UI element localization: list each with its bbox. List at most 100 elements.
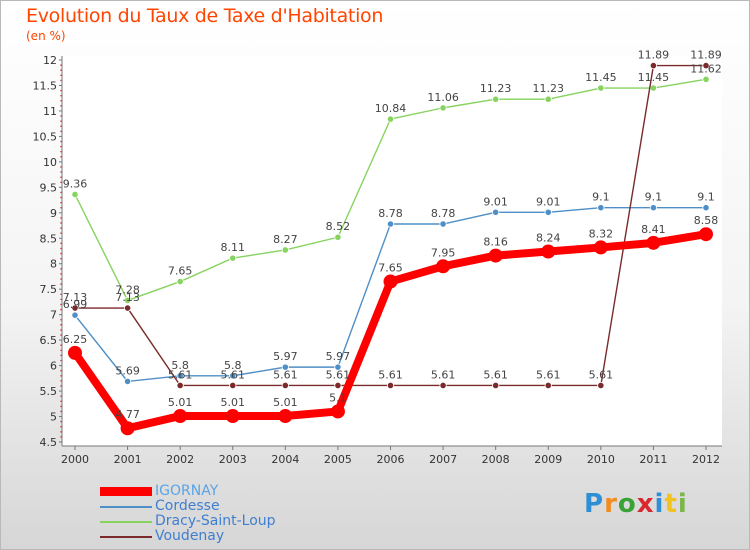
y-minor-tick [60, 431, 62, 433]
data-point [176, 277, 184, 286]
data-point [225, 409, 240, 424]
data-point [702, 75, 710, 83]
logo-letter: x [636, 489, 655, 519]
data-label: 11.23 [480, 82, 512, 95]
data-point [281, 381, 289, 390]
data-label: 8.27 [273, 233, 298, 246]
x-tick-label: 2000 [61, 453, 89, 466]
x-tick-label: 2002 [166, 453, 194, 466]
y-minor-tick [60, 94, 62, 97]
data-point [330, 404, 345, 419]
data-point [492, 208, 500, 216]
x-tick-label: 2008 [482, 453, 510, 466]
data-label: 5.61 [273, 368, 298, 381]
data-point [702, 204, 710, 212]
y-minor-tick [60, 181, 62, 184]
data-label: 9.36 [63, 177, 88, 190]
y-minor-tick [60, 405, 62, 408]
y-minor-tick [60, 354, 62, 357]
y-minor-tick [60, 329, 62, 331]
data-point [176, 381, 184, 390]
y-minor-tick [60, 293, 62, 296]
data-point [334, 233, 342, 241]
data-label: 9.1 [697, 191, 715, 204]
data-point [334, 363, 342, 371]
y-tick-label: 6.5 [40, 334, 58, 347]
y-tick-label: 9 [50, 207, 57, 220]
data-label: 11.45 [585, 71, 617, 84]
y-tick-label: 6 [50, 360, 57, 373]
proxiti-logo: Proxiti [584, 489, 688, 519]
data-point [281, 363, 289, 371]
data-point [439, 381, 447, 390]
data-point [436, 259, 451, 274]
y-minor-tick [60, 324, 62, 326]
y-minor-tick [60, 303, 62, 306]
y-minor-tick [60, 125, 62, 128]
data-label: 5.97 [326, 350, 351, 363]
data-point [544, 95, 552, 103]
y-tick-label: 11 [43, 105, 57, 118]
data-label: 5.01 [273, 396, 298, 409]
data-point [597, 84, 605, 92]
y-minor-tick [60, 247, 62, 250]
legend-swatch [100, 521, 152, 523]
chart-title: Evolution du Taux de Taxe d'Habitation [26, 5, 384, 27]
data-point [120, 421, 135, 436]
x-tick-label: 2010 [587, 453, 615, 466]
legend-label: Voudenay [155, 528, 225, 544]
y-minor-tick [60, 206, 62, 209]
data-label: 7.13 [115, 291, 140, 304]
logo-letter: P [584, 489, 605, 519]
x-tick-label: 2012 [692, 453, 720, 466]
y-tick-label: 10 [43, 156, 57, 169]
y-minor-tick [60, 425, 62, 428]
data-label: 7.13 [63, 291, 88, 304]
y-minor-tick [60, 359, 62, 362]
legend-label: IGORNAY [155, 483, 219, 499]
legend-label: Dracy-Saint-Loup [155, 513, 276, 529]
y-minor-tick [60, 283, 62, 285]
x-tick-label: 2004 [271, 453, 299, 466]
logo-letter: i [677, 489, 688, 519]
data-label: 7.95 [431, 246, 456, 259]
data-point [646, 235, 661, 250]
data-point [597, 381, 605, 390]
legend-swatch [100, 506, 152, 508]
data-point [649, 62, 658, 70]
data-label: 9.01 [536, 195, 561, 208]
logo-letter: i [654, 489, 665, 519]
data-point [488, 248, 503, 263]
y-tick-label: 8.5 [40, 232, 58, 245]
data-label: 4.77 [115, 408, 140, 421]
data-point [123, 377, 132, 385]
y-minor-tick [60, 64, 62, 66]
data-point [71, 304, 79, 312]
data-label: 5.61 [168, 368, 193, 381]
data-label: 8.11 [221, 241, 246, 254]
data-point [702, 62, 710, 70]
data-point [492, 95, 500, 103]
data-point [386, 381, 395, 390]
y-minor-tick [60, 79, 62, 82]
y-minor-tick [60, 196, 62, 199]
data-label: 11.23 [533, 82, 565, 95]
data-point [544, 208, 552, 216]
data-point [492, 381, 500, 390]
y-minor-tick [60, 252, 62, 255]
x-tick-label: 2003 [219, 453, 247, 466]
y-minor-tick [60, 318, 62, 321]
data-label: 8.16 [483, 236, 508, 249]
y-minor-tick [60, 334, 62, 336]
y-minor-tick [60, 171, 62, 173]
data-point [278, 409, 293, 424]
data-point [71, 311, 79, 319]
data-label: 7.28 [115, 283, 140, 296]
x-tick-label: 2007 [429, 453, 457, 466]
data-point [71, 190, 79, 199]
data-label: 8.41 [641, 223, 666, 236]
y-minor-tick [60, 298, 62, 301]
x-tick-label: 2001 [114, 453, 142, 466]
y-minor-tick [60, 242, 62, 245]
data-label: 5.8 [171, 359, 189, 372]
